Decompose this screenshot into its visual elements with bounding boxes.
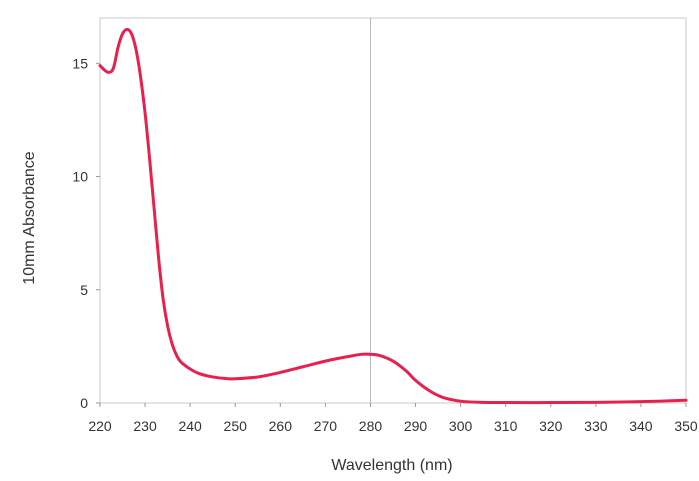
x-tick-label: 300 (449, 418, 473, 434)
x-tick-label: 310 (494, 418, 518, 434)
y-tick-label: 5 (80, 282, 88, 298)
y-tick-label: 15 (72, 55, 88, 71)
x-tick-label: 350 (674, 418, 698, 434)
x-tick-label: 270 (314, 418, 338, 434)
x-tick-label: 280 (359, 418, 383, 434)
x-tick-label: 320 (539, 418, 563, 434)
x-tick-label: 250 (224, 418, 248, 434)
x-tick-label: 240 (178, 418, 202, 434)
plot-frame (99, 17, 687, 404)
y-tick-label: 0 (80, 395, 88, 411)
x-tick-label: 230 (133, 418, 157, 434)
y-tick-label: 10 (72, 169, 88, 185)
x-tick-label: 290 (404, 418, 428, 434)
x-tick-label: 260 (269, 418, 293, 434)
x-tick-label: 220 (88, 418, 112, 434)
x-axis-title: Wavelength (nm) (331, 457, 452, 474)
x-tick-label: 340 (629, 418, 653, 434)
y-axis-title: 10mm Absorbance (21, 151, 38, 285)
absorbance-series-line (98, 27, 688, 405)
x-tick-label: 330 (584, 418, 608, 434)
